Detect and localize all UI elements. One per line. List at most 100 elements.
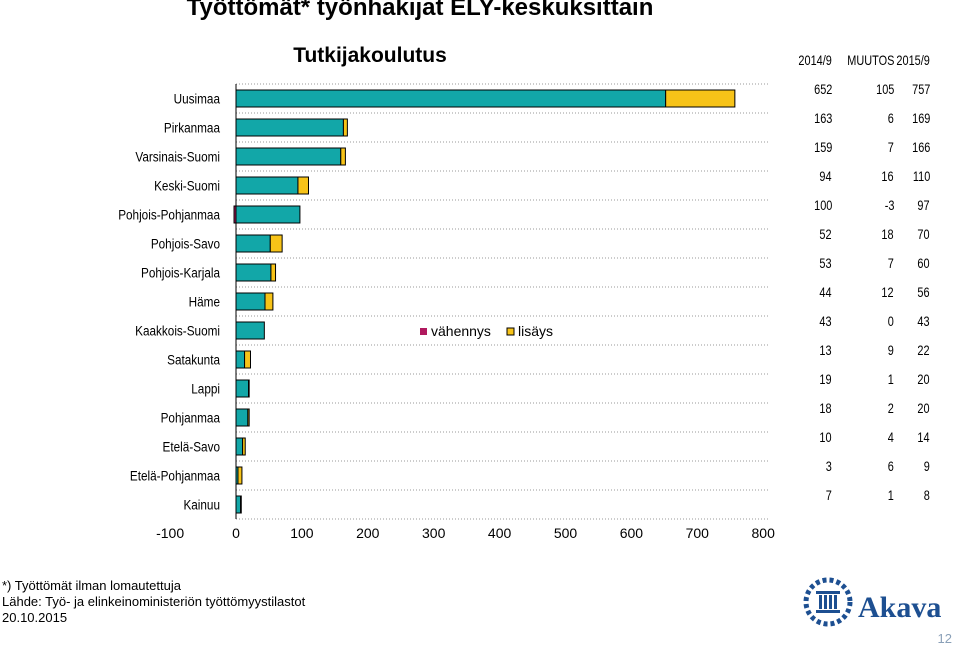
- table-cell: 159: [813, 139, 832, 155]
- table-cell: -3: [884, 197, 894, 213]
- x-tick-label: 300: [422, 525, 446, 541]
- bar-lisays: [244, 350, 251, 369]
- bar-lisays: [240, 495, 242, 514]
- x-tick-label: 700: [686, 525, 710, 541]
- footnote: *) Työttömät ilman lomautettuja Lähde: T…: [2, 578, 305, 626]
- legend-swatch-lisays: [506, 327, 515, 336]
- table-cell: 4: [887, 429, 894, 445]
- table-cell: 8: [923, 487, 930, 503]
- table-cell: 43: [819, 313, 832, 329]
- category-label: Etelä-Pohjanmaa: [130, 468, 221, 484]
- category-label: Pohjois-Savo: [151, 236, 220, 252]
- category-label: Varsinais-Suomi: [135, 149, 220, 165]
- table-cell: 7: [887, 139, 894, 155]
- category-label: Pohjois-Pohjanmaa: [118, 207, 221, 223]
- x-tick-label: 200: [356, 525, 380, 541]
- bar-base: [235, 147, 342, 166]
- akava-logo: Akava: [803, 577, 941, 627]
- bar-lisays: [242, 437, 246, 456]
- x-tick-label: 800: [752, 525, 776, 541]
- table-cell: 0: [887, 313, 894, 329]
- bar-base: [235, 176, 299, 195]
- table-cell: 70: [917, 226, 930, 242]
- table-cell: 9: [887, 342, 894, 358]
- table-cell: 19: [819, 371, 832, 387]
- bar-lisays: [247, 408, 250, 427]
- legend-swatch-vahennys: [420, 328, 427, 335]
- table-header: MUUTOS: [846, 52, 894, 68]
- bar-lisays: [269, 234, 283, 253]
- x-tick-label: 600: [620, 525, 644, 541]
- bar-lisays: [248, 379, 250, 398]
- page-number: 12: [937, 631, 952, 646]
- category-label: Lappi: [191, 381, 220, 397]
- laurel-emblem-icon: [803, 577, 853, 627]
- bar-lisays: [264, 292, 274, 311]
- bar-lisays: [340, 147, 346, 166]
- x-tick-label: 100: [290, 525, 314, 541]
- logo-wordmark: Akava: [858, 591, 941, 624]
- table-cell: 105: [875, 81, 894, 97]
- table-cell: 18: [819, 400, 832, 416]
- table-cell: 20: [917, 371, 930, 387]
- table-cell: 110: [912, 168, 930, 184]
- category-label: Keski-Suomi: [154, 178, 220, 194]
- category-label: Uusimaa: [174, 91, 221, 107]
- table-cell: 20: [917, 400, 930, 416]
- bar-lisays: [342, 118, 348, 137]
- bar-vahennys: [233, 205, 237, 224]
- table-cell: 7: [887, 255, 894, 271]
- bar-base: [235, 350, 246, 369]
- table-cell: 9: [923, 458, 930, 474]
- category-label: Pohjanmaa: [161, 410, 221, 426]
- bar-base: [235, 263, 272, 282]
- table-cell: 12: [881, 284, 894, 300]
- footnote-definition: *) Työttömät ilman lomautettuja: [2, 578, 181, 593]
- legend-label-vahennys: vähennys: [431, 323, 491, 339]
- table-cell: 6: [887, 458, 894, 474]
- table-cell: 1: [887, 487, 894, 503]
- table-cell: 97: [917, 197, 930, 213]
- bar-lisays: [237, 466, 243, 485]
- bar-base: [235, 234, 271, 253]
- category-label: Häme: [189, 294, 220, 310]
- bar-base: [235, 495, 242, 514]
- bar-lisays: [270, 263, 277, 282]
- table-cell: 2: [887, 400, 894, 416]
- table-cell: 6: [887, 110, 894, 126]
- category-label: Kaakkois-Suomi: [135, 323, 220, 339]
- bar-base: [235, 379, 250, 398]
- bar-base: [235, 321, 265, 340]
- bar-base: [235, 205, 301, 224]
- x-tick-label: -100: [156, 525, 184, 541]
- table-cell: 14: [917, 429, 930, 445]
- legend-label-lisays: lisäys: [518, 323, 553, 339]
- table-cell: 652: [813, 81, 832, 97]
- category-label: Pohjois-Karjala: [141, 265, 221, 281]
- table-cell: 43: [917, 313, 930, 329]
- table-cell: 3: [825, 458, 832, 474]
- category-label: Satakunta: [167, 352, 221, 368]
- chart-title: Tutkijakoulutus: [293, 44, 447, 67]
- table-cell: 163: [813, 110, 832, 126]
- table-cell: 166: [911, 139, 930, 155]
- bar-base: [235, 437, 244, 456]
- table-cell: 56: [917, 284, 930, 300]
- category-label: Etelä-Savo: [163, 439, 220, 455]
- footnote-source: Lähde: Työ- ja elinkeinoministeriön työt…: [2, 594, 306, 609]
- table-cell: 169: [911, 110, 930, 126]
- table-cell: 100: [813, 197, 832, 213]
- bar-lisays: [665, 89, 736, 108]
- table-cell: 10: [819, 429, 832, 445]
- table-cell: 757: [911, 81, 930, 97]
- bar-chart: Uusimaa Pirkanmaa Varsinais-Suomi Keski-Suo…: [118, 83, 776, 541]
- footnote-date: 20.10.2015: [2, 610, 68, 625]
- table-cell: 44: [819, 284, 832, 300]
- table-cell: 1: [887, 371, 894, 387]
- table-cell: 13: [819, 342, 832, 358]
- bar-base: [235, 292, 266, 311]
- table-cell: 18: [881, 226, 894, 242]
- page-title: Työttömät* työnhakijat ELY-keskuksittain: [186, 0, 654, 21]
- bar-base: [235, 118, 344, 137]
- table-cell: 94: [819, 168, 832, 184]
